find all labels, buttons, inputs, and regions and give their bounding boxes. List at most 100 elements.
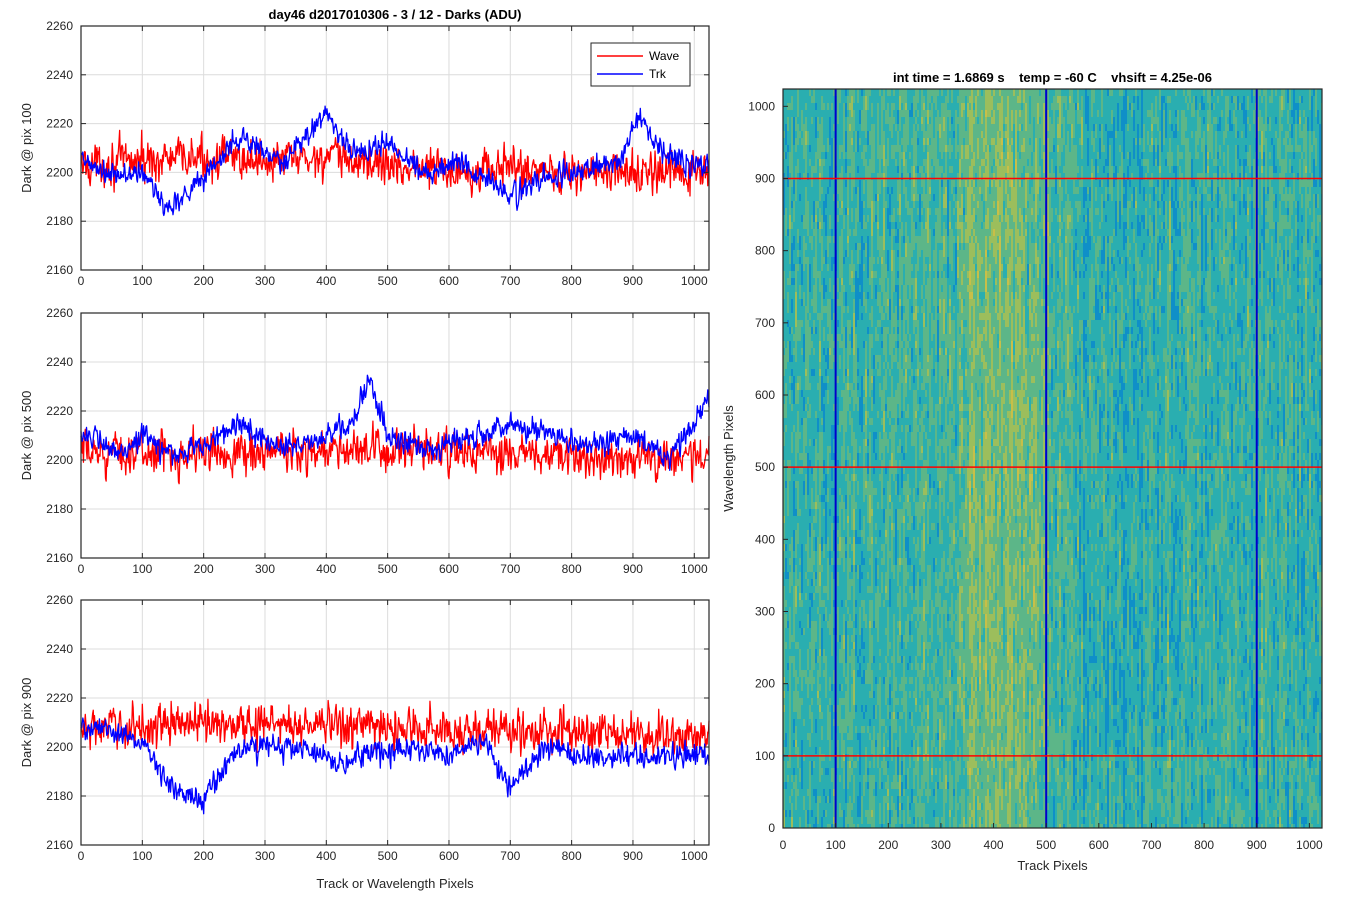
x-tick-label: 200	[194, 849, 214, 863]
x-tick-label: 300	[255, 562, 275, 576]
x-axis-label: Track or Wavelength Pixels	[316, 876, 474, 891]
x-tick-label: 600	[1089, 838, 1109, 852]
x-tick-label: 100	[132, 274, 152, 288]
x-tick-label: 400	[316, 562, 336, 576]
y-axis-label: Wavelength Pixels	[721, 405, 736, 512]
x-tick-label: 900	[623, 562, 643, 576]
y-tick-label: 500	[755, 460, 775, 474]
x-tick-label: 800	[1194, 838, 1214, 852]
legend-box	[590, 42, 691, 87]
x-tick-label: 900	[623, 849, 643, 863]
x-axis-label: Track Pixels	[1017, 858, 1088, 873]
x-tick-label: 0	[780, 838, 787, 852]
y-tick-label: 2240	[46, 355, 73, 369]
x-tick-label: 1000	[681, 562, 708, 576]
y-tick-label: 800	[755, 244, 775, 258]
y-tick-label: 2160	[46, 551, 73, 565]
y-axis-label: Dark @ pix 500	[19, 391, 34, 481]
x-tick-label: 500	[378, 562, 398, 576]
x-tick-label: 400	[316, 849, 336, 863]
y-axis-label: Dark @ pix 900	[19, 678, 34, 768]
x-tick-label: 300	[255, 274, 275, 288]
y-tick-label: 2200	[46, 740, 73, 754]
x-tick-label: 0	[78, 562, 85, 576]
x-tick-label: 400	[984, 838, 1004, 852]
y-tick-label: 300	[755, 604, 775, 618]
axes-frame	[80, 312, 710, 559]
x-tick-label: 0	[78, 849, 85, 863]
x-tick-label: 200	[194, 274, 214, 288]
x-tick-label: 1000	[681, 274, 708, 288]
series-line-trk	[80, 717, 710, 815]
y-tick-label: 2240	[46, 642, 73, 656]
y-tick-label: 2180	[46, 502, 73, 516]
heatmap-image	[783, 89, 1322, 828]
x-tick-label: 300	[931, 838, 951, 852]
series-line-wave	[80, 129, 710, 198]
x-tick-label: 800	[562, 562, 582, 576]
y-tick-label: 200	[755, 677, 775, 691]
x-tick-label: 800	[562, 274, 582, 288]
axes-frame	[80, 599, 710, 846]
y-tick-label: 2220	[46, 404, 73, 418]
y-tick-label: 2260	[46, 306, 73, 320]
line-plot-pix-100: 0 100 200 300 400 500 600 700 800 900 1000 2160 2180…	[19, 7, 710, 288]
y-axis-label: Dark @ pix 100	[19, 103, 34, 193]
y-tick-label: 2220	[46, 691, 73, 705]
y-tick-label: 100	[755, 749, 775, 763]
line-plot-pix-900: 0 100 200 300 400 500 600 700 800 900 1000 2160 2180…	[19, 593, 710, 891]
x-tick-label: 700	[500, 274, 520, 288]
y-tick-label: 600	[755, 388, 775, 402]
x-tick-label: 500	[378, 849, 398, 863]
y-tick-label: 2180	[46, 214, 73, 228]
axes-frame	[80, 25, 710, 271]
x-tick-label: 600	[439, 274, 459, 288]
y-tick-label: 700	[755, 316, 775, 330]
x-tick-label: 200	[194, 562, 214, 576]
y-tick-label: 2260	[46, 593, 73, 607]
x-tick-label: 600	[439, 562, 459, 576]
heatmap-plot: 0 100 200 300 400 500 600 700 800 900 1000 0 100 200 3…	[721, 70, 1323, 873]
x-tick-label: 700	[500, 849, 520, 863]
x-tick-label: 100	[132, 562, 152, 576]
legend-entry-trk: Trk	[649, 67, 667, 81]
x-tick-label: 400	[316, 274, 336, 288]
legend-entry-wave: Wave	[649, 49, 680, 63]
y-tick-label: 400	[755, 532, 775, 546]
legend: Wave Trk	[590, 42, 691, 87]
x-tick-label: 900	[1247, 838, 1267, 852]
series-line-trk	[80, 374, 710, 471]
series-line-trk	[80, 105, 710, 217]
x-tick-label: 0	[78, 274, 85, 288]
chart-title: int time = 1.6869 s temp = -60 C vhsift …	[893, 70, 1212, 85]
x-tick-label: 500	[378, 274, 398, 288]
y-tick-label: 2260	[46, 19, 73, 33]
y-tick-label: 2200	[46, 165, 73, 179]
line-plot-pix-500: 0 100 200 300 400 500 600 700 800 900 1000 2160 2180…	[19, 306, 710, 576]
y-tick-label: 1000	[748, 99, 775, 113]
y-tick-label: 2160	[46, 263, 73, 277]
y-tick-label: 900	[755, 171, 775, 185]
y-tick-label: 2240	[46, 68, 73, 82]
chart-title: day46 d2017010306 - 3 / 12 - Darks (ADU)	[269, 7, 522, 22]
x-tick-label: 1000	[681, 849, 708, 863]
x-tick-label: 500	[1036, 838, 1056, 852]
axes-frame	[782, 88, 1323, 829]
x-tick-label: 300	[255, 849, 275, 863]
y-tick-label: 2200	[46, 453, 73, 467]
x-tick-label: 700	[500, 562, 520, 576]
x-tick-label: 700	[1141, 838, 1161, 852]
x-tick-label: 100	[826, 838, 846, 852]
x-tick-label: 800	[562, 849, 582, 863]
x-tick-label: 100	[132, 849, 152, 863]
y-tick-label: 0	[768, 821, 775, 835]
x-tick-label: 200	[878, 838, 898, 852]
x-tick-label: 600	[439, 849, 459, 863]
y-tick-label: 2220	[46, 117, 73, 131]
y-tick-label: 2180	[46, 789, 73, 803]
series-line-wave	[80, 698, 710, 758]
y-tick-label: 2160	[46, 838, 73, 852]
x-tick-label: 1000	[1296, 838, 1323, 852]
series-line-wave	[80, 420, 710, 485]
